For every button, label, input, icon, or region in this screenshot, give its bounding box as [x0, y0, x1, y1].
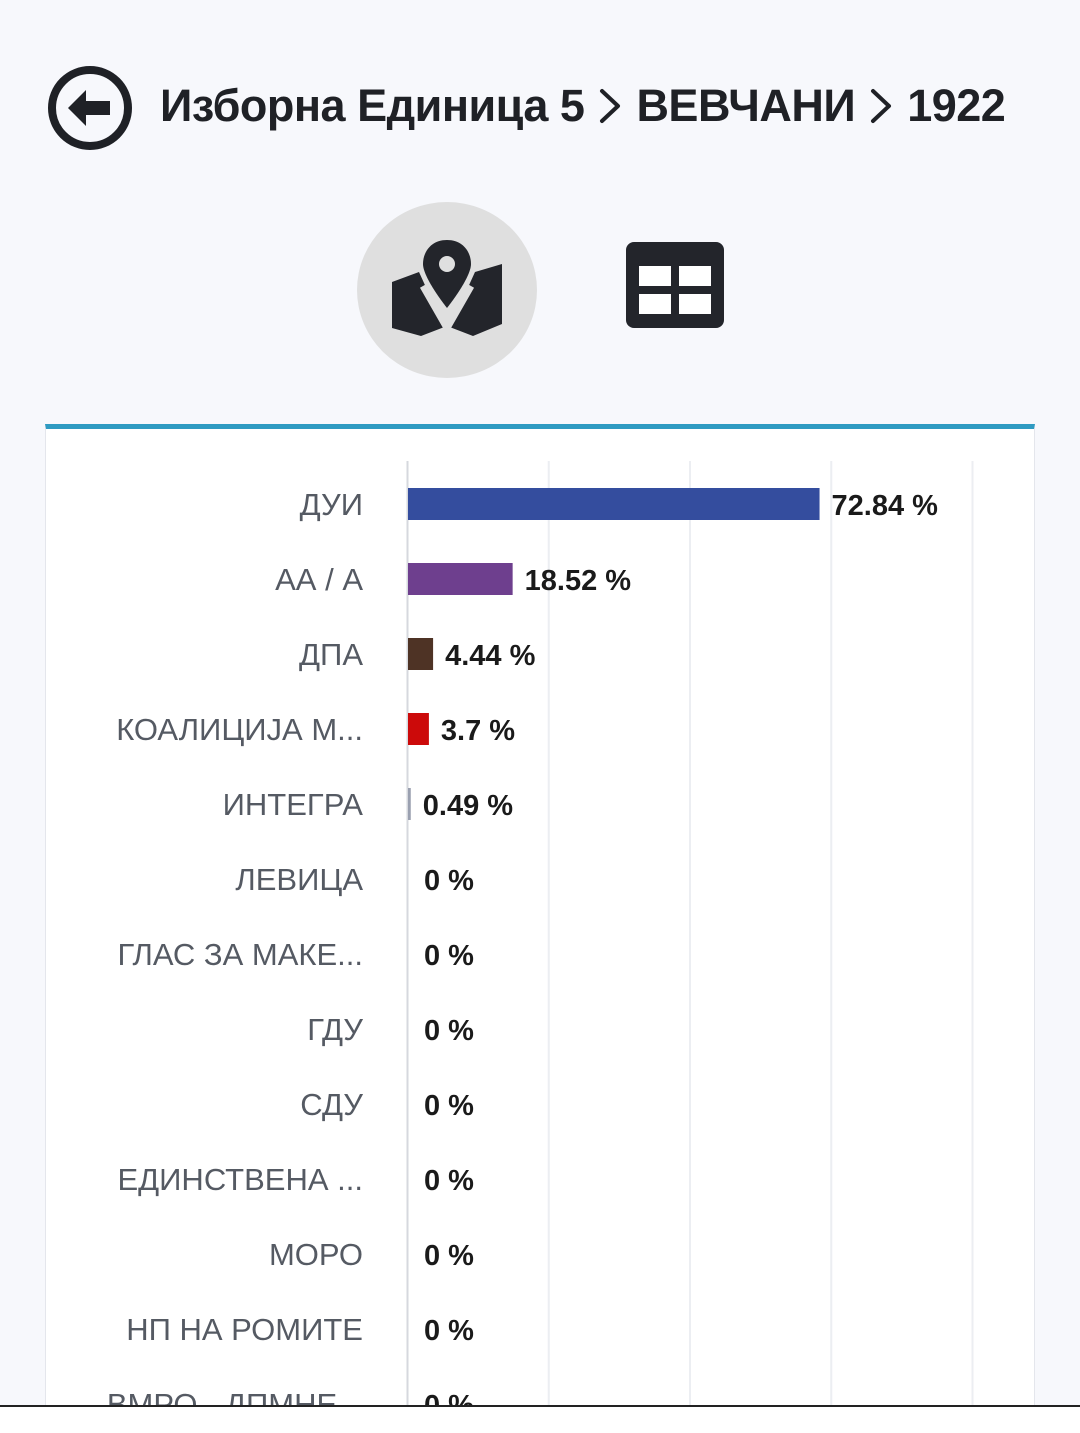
- table-view-button[interactable]: [626, 242, 724, 328]
- category-label: ГЛАС ЗА МАКЕ...: [118, 937, 363, 972]
- breadcrumb-municipality[interactable]: ВЕВЧАНИ: [636, 80, 856, 131]
- map-pin-icon: [392, 240, 502, 336]
- chevron-right-icon: [871, 89, 892, 123]
- arrow-left-circle-icon: [48, 66, 132, 150]
- category-label: ДУИ: [300, 487, 363, 522]
- bar: [408, 563, 513, 595]
- category-label: ЕДИНСТВЕНА ...: [117, 1162, 363, 1197]
- category-label: МОРО: [269, 1237, 363, 1272]
- value-label: 0 %: [424, 1165, 474, 1197]
- category-label: ДПА: [299, 637, 363, 672]
- value-label: 3.7 %: [441, 715, 515, 747]
- bar: [408, 638, 434, 670]
- bar: [408, 713, 429, 745]
- results-panel: ДУИ 72.84 % АА / А 18.52 % ДПА 4.44 % КОАЛИЦИЈ…: [45, 424, 1035, 1414]
- breadcrumb-electoral-unit[interactable]: Изборна Единица 5: [160, 80, 585, 131]
- value-label: 0 %: [424, 940, 474, 972]
- back-button[interactable]: [46, 64, 134, 152]
- value-label: 0.49 %: [423, 790, 513, 822]
- category-label: КОАЛИЦИЈА М...: [116, 712, 363, 747]
- value-label: 18.52 %: [525, 565, 632, 597]
- breadcrumb: Изборна Единица 5 ВЕВЧАНИ 1922: [160, 80, 1006, 132]
- category-label: ИНТЕГРА: [223, 787, 364, 822]
- category-label: АА / А: [275, 562, 363, 597]
- value-label: 0 %: [424, 1015, 474, 1047]
- value-label: 0 %: [424, 1090, 474, 1122]
- category-label: НП НА РОМИТЕ: [126, 1312, 363, 1347]
- map-view-button[interactable]: [357, 202, 537, 378]
- breadcrumb-polling-station: 1922: [907, 80, 1006, 131]
- value-label: 0 %: [424, 865, 474, 897]
- bottom-bar: [0, 1405, 1080, 1433]
- results-bar-chart: ДУИ 72.84 % АА / А 18.52 % ДПА 4.44 % КОАЛИЦИЈ…: [107, 461, 974, 1414]
- bar: [408, 488, 820, 520]
- table-grid-icon: [626, 242, 724, 328]
- category-label: СДУ: [300, 1087, 363, 1122]
- bar: [408, 788, 411, 820]
- category-label: ГДУ: [307, 1012, 363, 1047]
- category-label: ЛЕВИЦА: [235, 862, 363, 897]
- chevron-right-icon: [600, 89, 621, 123]
- value-label: 0 %: [424, 1315, 474, 1347]
- header: Изборна Единица 5 ВЕВЧАНИ 1922: [0, 0, 1080, 200]
- value-label: 0 %: [424, 1240, 474, 1272]
- value-label: 72.84 %: [832, 490, 939, 522]
- value-label: 4.44 %: [445, 640, 535, 672]
